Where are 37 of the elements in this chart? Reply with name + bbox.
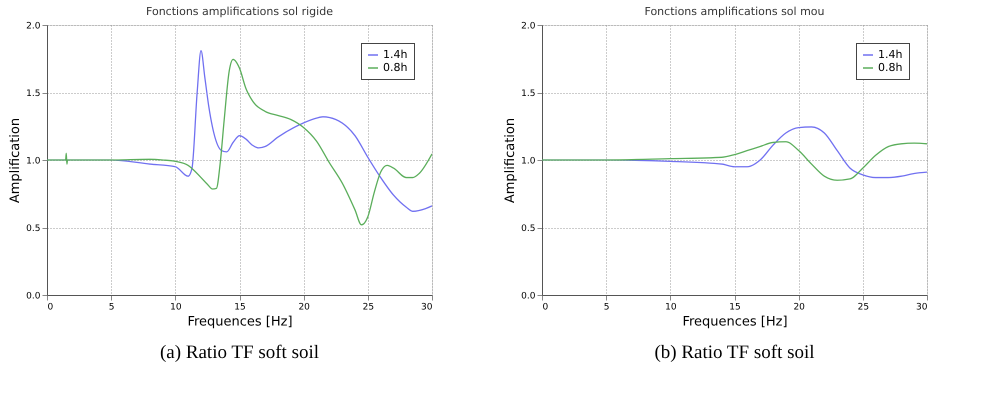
text: (a) Ratio TF soft soil bbox=[160, 342, 320, 363]
x-tick-label: 0 bbox=[542, 302, 548, 312]
y-tick-label: 0.5 bbox=[521, 224, 536, 234]
x-axis-title: Frequences [Hz] bbox=[682, 314, 788, 330]
chart-title: Fonctions amplifications sol rigide bbox=[146, 5, 334, 18]
chart-title: Fonctions amplifications sol mou bbox=[644, 5, 824, 18]
text: (b) Ratio TF soft soil bbox=[654, 342, 815, 363]
legend-label: 0.8h bbox=[878, 61, 902, 74]
x-tick-label: 5 bbox=[604, 302, 610, 312]
y-tick-label: 1.0 bbox=[26, 156, 41, 166]
x-tick-label: 20 bbox=[793, 302, 806, 312]
y-tick-label: 0.0 bbox=[26, 292, 41, 302]
legend-label: 0.8h bbox=[383, 61, 408, 74]
y-axis-title: Amplification bbox=[503, 118, 518, 204]
x-tick-label: 25 bbox=[362, 302, 374, 312]
y-tick-label: 0.5 bbox=[26, 224, 40, 234]
y-tick-label: 1.5 bbox=[26, 89, 40, 99]
x-tick-label: 0 bbox=[48, 302, 54, 312]
x-axis-title: Frequences [Hz] bbox=[187, 314, 293, 330]
legend-label: 1.4h bbox=[878, 48, 902, 61]
x-tick-label: 20 bbox=[298, 302, 310, 312]
y-tick-label: 2.0 bbox=[521, 22, 536, 32]
x-tick-label: 30 bbox=[421, 302, 433, 312]
x-tick-label: 10 bbox=[665, 302, 677, 312]
y-axis-title: Amplification bbox=[8, 118, 24, 204]
y-tick-label: 0.0 bbox=[521, 292, 536, 302]
legend-label: 1.4h bbox=[383, 48, 408, 61]
x-tick-label: 10 bbox=[170, 302, 182, 312]
y-tick-label: 2.0 bbox=[26, 22, 41, 32]
x-tick-label: 15 bbox=[234, 302, 246, 312]
y-tick-label: 1.5 bbox=[521, 89, 536, 99]
x-tick-label: 25 bbox=[858, 302, 870, 312]
line-series bbox=[542, 141, 927, 181]
y-tick-label: 1.0 bbox=[521, 156, 536, 166]
x-tick-label: 15 bbox=[729, 302, 741, 312]
x-tick-label: 30 bbox=[916, 302, 928, 312]
x-tick-label: 5 bbox=[108, 302, 115, 312]
